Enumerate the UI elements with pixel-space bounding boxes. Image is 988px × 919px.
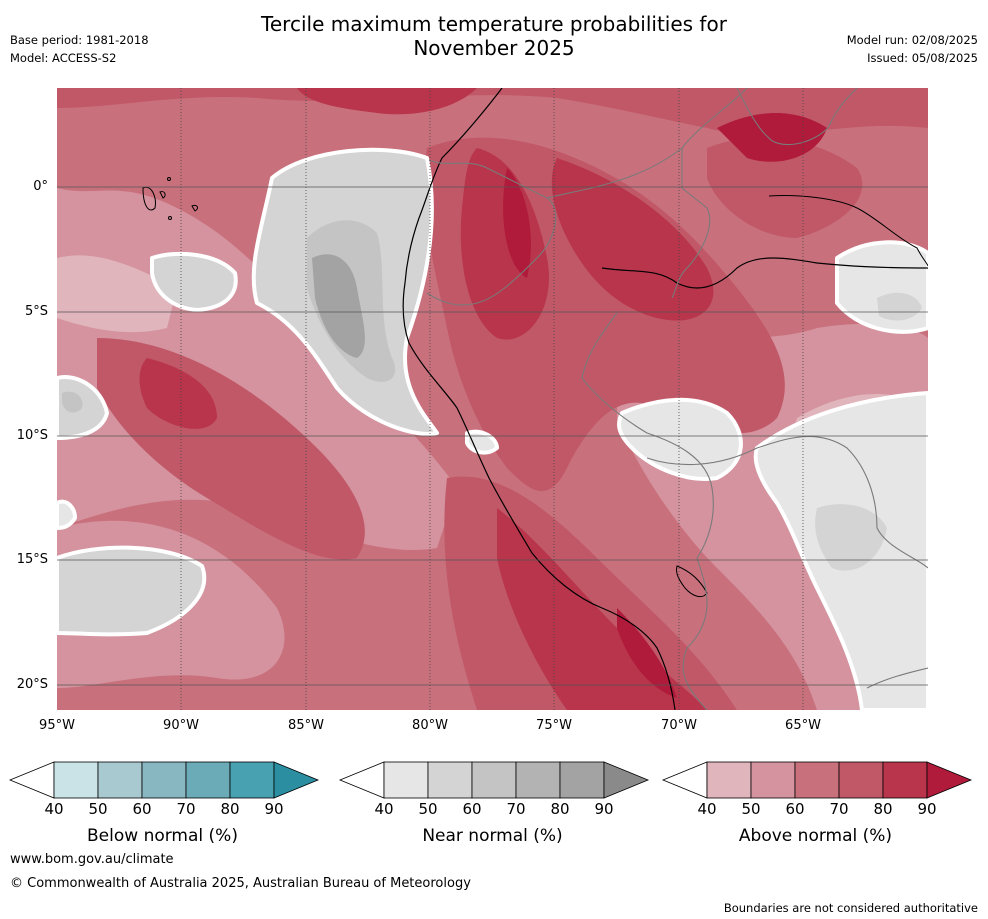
colorbar-segment: [53, 761, 99, 799]
country-borders: [426, 88, 928, 710]
coastline: [402, 88, 676, 710]
colorbar-segment: [706, 761, 752, 799]
probability-map: [57, 88, 928, 710]
colorbar-segment: [185, 761, 231, 799]
latitude-lines: [57, 186, 928, 686]
lat-label-5s: 5°S: [24, 304, 48, 319]
lat-label-20s: 20°S: [16, 677, 48, 692]
above-80-region: [297, 88, 477, 115]
colorbar-tick-label: 80: [873, 800, 893, 818]
lon-label-95w: 95°W: [39, 718, 75, 733]
near-normal-core: [312, 254, 365, 358]
chart-title: Tercile maximum temperature probabilitie…: [0, 12, 988, 60]
lon-label-70w: 70°W: [661, 718, 697, 733]
meta-left: Base period: 1981-2018 Model: ACCESS-S2: [10, 31, 149, 67]
colorbar-segment: [794, 761, 840, 799]
footer-url[interactable]: www.bom.gov.au/climate: [10, 852, 174, 867]
below-normal-title: Below normal (%): [87, 826, 238, 846]
colorbar-extend-low: [8, 761, 55, 799]
colorbar-segment: [882, 761, 928, 799]
lon-label-65w: 65°W: [785, 718, 821, 733]
colorbar-tick-label: 60: [462, 800, 482, 818]
colorbar-tick-label: 40: [44, 800, 64, 818]
above-70-region: [707, 137, 863, 238]
colorbar-extend-low: [661, 761, 708, 799]
colorbar-tick-label: 50: [741, 800, 761, 818]
colorbar-tick-label: 50: [418, 800, 438, 818]
title-line-1: Tercile maximum temperature probabilitie…: [261, 12, 727, 36]
footer-disclaimer: Boundaries are not considered authoritat…: [723, 901, 978, 915]
colorbar-segment: [750, 761, 796, 799]
colorbar-extend-high: [273, 761, 320, 799]
above-80-region: [460, 148, 549, 340]
colorbar-segment: [838, 761, 884, 799]
lat-label-0: 0°: [33, 179, 48, 194]
near-normal-core: [62, 391, 83, 413]
above-normal-title: Above normal (%): [738, 826, 893, 846]
above-90-region: [717, 113, 827, 162]
base-period: Base period: 1981-2018: [10, 33, 149, 47]
colorbar-tick-label: 40: [697, 800, 717, 818]
footer-copyright: © Commonwealth of Australia 2025, Austra…: [10, 876, 471, 891]
near-normal-colorbar: [338, 761, 650, 799]
galapagos-islands: [142, 177, 199, 220]
colorbar-tick-label: 70: [829, 800, 849, 818]
near-normal-core: [815, 504, 887, 571]
colorbar-segment: [515, 761, 561, 799]
colorbar-tick-label: 80: [550, 800, 570, 818]
above-80-region: [497, 508, 707, 710]
colorbar-segment: [383, 761, 429, 799]
colorbar-extend-low: [338, 761, 385, 799]
lon-label-90w: 90°W: [163, 718, 199, 733]
lat-label-15s: 15°S: [16, 552, 48, 567]
title-line-2: November 2025: [413, 36, 575, 60]
above-80-region: [139, 358, 217, 429]
colorbar-tick-label: 70: [506, 800, 526, 818]
colorbar-segment: [559, 761, 605, 799]
colorbar-tick-label: 60: [132, 800, 152, 818]
colorbar-tick-label: 80: [220, 800, 240, 818]
meta-right: Model run: 02/08/2025 Issued: 05/08/2025: [847, 31, 978, 67]
lon-label-80w: 80°W: [412, 718, 448, 733]
colorbar-tick-label: 60: [785, 800, 805, 818]
lake-titicaca: [676, 565, 708, 598]
near-normal-title: Near normal (%): [422, 826, 563, 846]
river: [768, 195, 928, 267]
amazon-river: [601, 257, 928, 289]
colorbar-segment: [427, 761, 473, 799]
below-normal-colorbar: [8, 761, 320, 799]
model-name: Model: ACCESS-S2: [10, 51, 117, 65]
colorbar-segment: [141, 761, 187, 799]
above-normal-colorbar: [661, 761, 973, 799]
lon-label-85w: 85°W: [288, 718, 324, 733]
colorbar-extend-high: [926, 761, 973, 799]
issued-date: Issued: 05/08/2025: [867, 51, 978, 65]
above-70-region: [57, 88, 928, 136]
colorbar-segment: [229, 761, 275, 799]
colorbar-segment: [97, 761, 143, 799]
colorbar-extend-high: [603, 761, 650, 799]
above-90-region: [503, 168, 531, 278]
above-40-region: [57, 255, 177, 333]
colorbar-tick-label: 90: [264, 800, 284, 818]
colorbar-segment: [471, 761, 517, 799]
colorbars: [8, 761, 973, 799]
colorbar-tick-label: 90: [594, 800, 614, 818]
colorbar-tick-label: 90: [917, 800, 937, 818]
lat-label-10s: 10°S: [16, 428, 48, 443]
model-run: Model run: 02/08/2025: [846, 33, 978, 47]
colorbar-tick-label: 50: [88, 800, 108, 818]
colorbar-tick-label: 70: [176, 800, 196, 818]
lon-label-75w: 75°W: [536, 718, 572, 733]
above-90-region: [617, 608, 677, 698]
colorbar-tick-label: 40: [374, 800, 394, 818]
near-normal-core: [877, 292, 922, 321]
